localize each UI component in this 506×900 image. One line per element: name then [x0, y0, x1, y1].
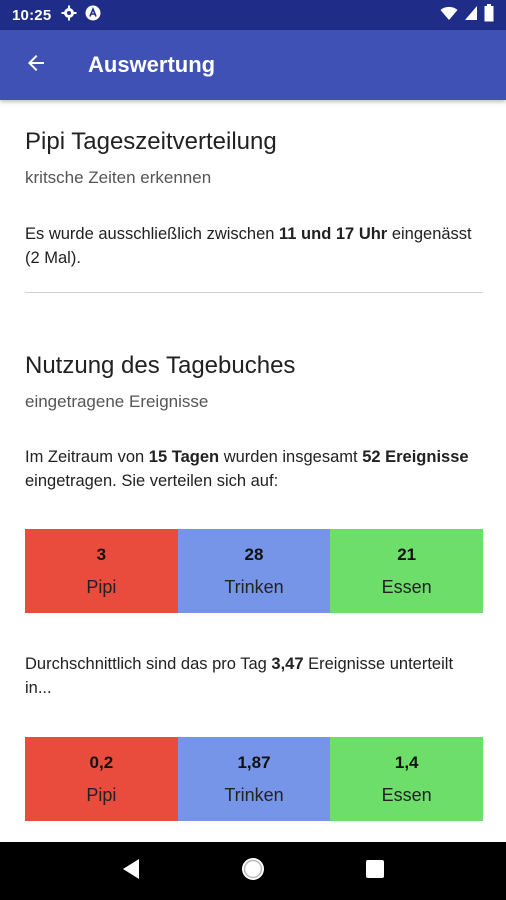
- stat-value: 21: [397, 544, 417, 564]
- usage-summary-text: Im Zeitraum von 15 Tagen wurden insgesam…: [25, 445, 483, 493]
- section-title: Pipi Tageszeitverteilung: [25, 128, 277, 155]
- usage-events-bold: 52 Ereignisse: [362, 448, 469, 466]
- usage-summary-part: Im Zeitraum von: [25, 448, 149, 466]
- average-bold: 3,47: [271, 655, 304, 673]
- wifi-icon: [440, 5, 458, 26]
- status-bar: 10:25: [0, 0, 506, 30]
- divider: [25, 292, 483, 293]
- usage-summary-part: eingetragen. Sie verteilen sich auf:: [25, 472, 279, 490]
- totals-cell-trinken: 28 Trinken: [177, 529, 331, 613]
- nav-recents-button[interactable]: [355, 851, 395, 891]
- totals-row: 3 Pipi 28 Trinken 21 Essen: [25, 529, 484, 613]
- gear-icon: [61, 5, 77, 26]
- section-subtitle: eingetragene Ereignisse: [25, 392, 209, 411]
- section-pipi-distribution: Pipi Tageszeitverteilung kritsche Zeiten…: [25, 128, 483, 188]
- section-title: Nutzung des Tagebuches: [25, 352, 296, 379]
- usage-summary-part: wurden insgesamt: [219, 448, 363, 466]
- stat-label: Trinken: [224, 576, 284, 597]
- stat-label: Essen: [381, 784, 432, 805]
- averages-cell-trinken: 1,87 Trinken: [177, 737, 331, 821]
- signal-icon: [464, 5, 478, 26]
- content: Pipi Tageszeitverteilung kritsche Zeiten…: [0, 100, 506, 842]
- pipi-summary-part: eingenässt (2 Mal).: [25, 225, 472, 267]
- recents-square-icon: [365, 859, 385, 884]
- battery-icon: [484, 3, 494, 27]
- average-summary-part: Ereignisse unterteilt in...: [25, 655, 454, 697]
- stat-value: 1,87: [237, 752, 271, 772]
- stat-value: 0,2: [89, 752, 114, 772]
- averages-cell-essen: 1,4 Essen: [330, 737, 484, 821]
- app-bar: Auswertung: [0, 30, 506, 100]
- app-a-icon: [85, 5, 101, 26]
- back-triangle-icon: [121, 858, 141, 885]
- stat-value: 28: [244, 544, 264, 564]
- average-summary-part: Durchschnittlich sind das pro Tag: [25, 655, 272, 673]
- averages-cell-pipi: 0,2 Pipi: [25, 737, 178, 821]
- totals-cell-essen: 21 Essen: [330, 529, 484, 613]
- home-circle-icon: [240, 856, 266, 887]
- stat-value: 3: [96, 544, 107, 564]
- arrow-left-icon: [24, 51, 48, 80]
- nav-home-button[interactable]: [233, 851, 273, 891]
- status-time: 10:25: [12, 6, 52, 24]
- pipi-summary-bold: 11 und 17 Uhr: [279, 225, 388, 243]
- usage-days-bold: 15 Tagen: [148, 448, 220, 466]
- stat-label: Pipi: [86, 576, 117, 597]
- section-diary-usage: Nutzung des Tagebuches eingetragene Erei…: [25, 352, 483, 412]
- totals-cell-pipi: 3 Pipi: [25, 529, 178, 613]
- back-button[interactable]: [14, 43, 58, 87]
- pipi-summary-text: Es wurde ausschließlich zwischen 11 und …: [25, 222, 483, 270]
- system-nav-bar: [0, 842, 506, 900]
- page-title: Auswertung: [88, 52, 216, 77]
- average-summary-text: Durchschnittlich sind das pro Tag 3,47 E…: [25, 652, 483, 700]
- stat-label: Pipi: [86, 784, 117, 805]
- section-subtitle: kritsche Zeiten erkennen: [25, 168, 212, 187]
- stat-label: Essen: [381, 576, 432, 597]
- pipi-summary-part: Es wurde ausschließlich zwischen: [25, 225, 280, 243]
- nav-back-button[interactable]: [111, 851, 151, 891]
- stat-label: Trinken: [224, 784, 284, 805]
- stat-value: 1,4: [394, 752, 419, 772]
- averages-row: 0,2 Pipi 1,87 Trinken 1,4 Essen: [25, 737, 484, 821]
